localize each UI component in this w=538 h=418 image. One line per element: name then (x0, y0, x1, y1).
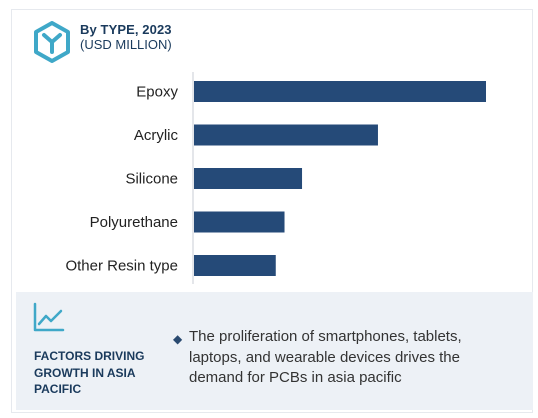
factors-label: FACTORS DRIVING GROWTH IN ASIA PACIFIC (34, 349, 145, 396)
category-label: Silicone (125, 171, 178, 188)
bar-epoxy (194, 81, 486, 102)
bar-polyurethane (194, 211, 285, 233)
trend-line-icon (33, 302, 65, 332)
bar-chart: Epoxy Acrylic Silicone Polyurethane Other Re… (65, 72, 486, 284)
chart-title: By TYPE, 2023 (80, 22, 172, 37)
hexagon-y-logo-icon (34, 21, 70, 63)
factors-panel: FACTORS DRIVING GROWTH IN ASIA PACIFIC ◆… (16, 292, 533, 410)
factors-bullet-text: The proliferation of smartphones, tablet… (189, 328, 462, 386)
factors-bullet: ◆ The proliferation of smartphones, tabl… (173, 327, 518, 389)
category-label: Polyurethane (90, 214, 178, 231)
bar-other-resin-type (194, 255, 276, 276)
diamond-bullet-icon: ◆ (173, 332, 183, 346)
bar-silicone (194, 168, 303, 189)
bar-acrylic (194, 124, 378, 146)
category-label: Acrylic (134, 127, 179, 144)
category-label: Epoxy (136, 84, 178, 101)
chart-subtitle: (USD MILLION) (80, 37, 172, 52)
category-label: Other Resin type (65, 258, 178, 275)
